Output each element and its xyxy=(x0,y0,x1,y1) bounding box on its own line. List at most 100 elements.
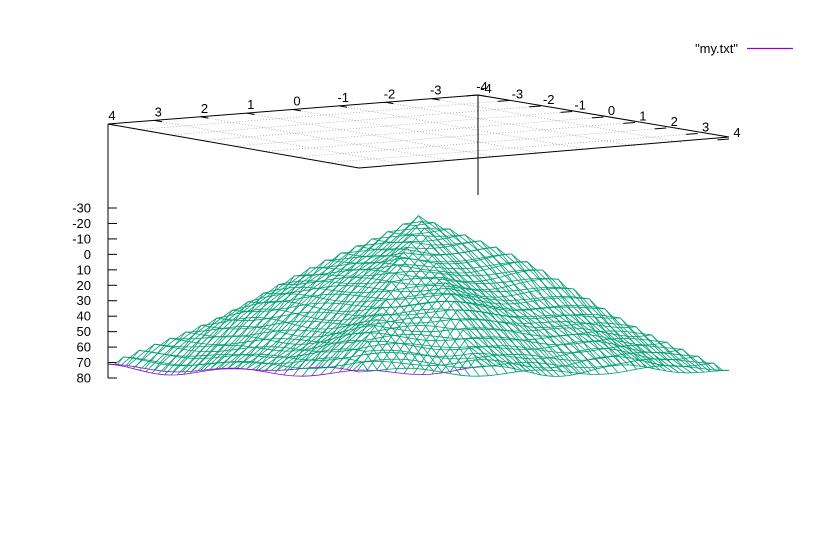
y-tick-label: 4 xyxy=(733,125,740,140)
y-tick-mark xyxy=(529,105,541,108)
mesh-line-y xyxy=(245,228,617,370)
y-tick: -2 xyxy=(529,92,555,108)
x-tick-label: 1 xyxy=(247,97,254,112)
mesh-line-y xyxy=(170,285,542,376)
base-plane-frame xyxy=(107,94,730,169)
grid-line-y xyxy=(233,116,604,147)
x-tick-mark xyxy=(431,98,440,101)
y-tick-mark xyxy=(623,122,635,124)
mesh-line-y xyxy=(321,318,692,374)
z-tick-label: 20 xyxy=(77,278,91,293)
grid-line-y xyxy=(139,100,510,130)
x-tick: -1 xyxy=(337,90,349,108)
y-tick-mark xyxy=(560,111,573,113)
x-tick-mark xyxy=(107,123,116,126)
legend: "my.txt" xyxy=(695,41,793,56)
base-plane-outline xyxy=(107,94,730,169)
mesh-line-y xyxy=(296,285,667,372)
y-tick-mark xyxy=(717,138,730,141)
y-tick: -4 xyxy=(466,81,492,97)
x-tick: -3 xyxy=(430,83,442,101)
base-grid xyxy=(139,98,698,165)
y-tick: -3 xyxy=(497,87,524,102)
x-tick-label: 0 xyxy=(293,94,300,109)
x-tick: 2 xyxy=(200,101,209,119)
grid-line-y xyxy=(202,111,573,141)
mesh-line-y xyxy=(132,333,504,369)
x-tick-mark xyxy=(154,119,163,123)
z-tick-label: 80 xyxy=(77,371,91,386)
x-tick: -2 xyxy=(384,86,395,105)
y-tick-label: -3 xyxy=(512,87,524,102)
y-tick: -1 xyxy=(560,98,586,113)
mesh-line-y xyxy=(214,234,585,373)
x-tick-mark xyxy=(339,105,348,108)
y-tick: 1 xyxy=(623,109,646,124)
y-tick-mark xyxy=(654,127,667,130)
x-tick: 1 xyxy=(246,97,255,115)
grid-line-y xyxy=(264,122,635,152)
y-tick-label: 2 xyxy=(671,114,678,129)
x-tick-label: -3 xyxy=(430,83,442,98)
z-tick: 80 xyxy=(77,371,117,386)
y-tick-label: -4 xyxy=(480,81,492,96)
mesh-line-y xyxy=(333,332,705,373)
z-tick-label: 50 xyxy=(77,324,91,339)
y-tick: 3 xyxy=(686,120,709,135)
x-axis-ticks: -4 -3 -2 -1 0 1 2 3 4 xyxy=(107,79,488,126)
grid-line-x xyxy=(246,112,498,158)
x-tick-mark xyxy=(246,112,255,115)
grid-line-y xyxy=(170,105,541,136)
mesh-line-y xyxy=(277,261,648,371)
mesh-line-x xyxy=(107,363,360,376)
y-tick-label: 1 xyxy=(639,109,646,124)
mesh-line-y xyxy=(176,276,548,377)
x-tick: 0 xyxy=(292,94,301,112)
mesh-line-y xyxy=(183,269,554,377)
x-tick: 3 xyxy=(154,104,163,123)
z-tick-label: 60 xyxy=(77,340,91,355)
mesh-line-y xyxy=(258,240,629,371)
y-tick-label: -2 xyxy=(543,92,555,107)
z-tick: 40 xyxy=(77,309,117,324)
z-tick-label: 0 xyxy=(84,247,91,262)
mesh-line-y xyxy=(201,248,573,376)
mesh-line-y xyxy=(308,300,680,373)
mesh-line-y xyxy=(314,309,686,374)
mesh-line-y xyxy=(189,262,560,377)
mesh-line-y xyxy=(264,246,636,371)
z-tick-label: -30 xyxy=(72,201,91,216)
y-tick-mark xyxy=(466,94,479,97)
z-tick: -10 xyxy=(72,231,117,246)
mesh-line-y xyxy=(302,292,673,373)
x-tick-mark xyxy=(292,109,301,112)
mesh-line-y xyxy=(164,293,535,376)
grid-line-y xyxy=(327,133,698,163)
z-tick-label: -20 xyxy=(72,216,91,231)
x-tick-label: 2 xyxy=(201,101,208,116)
mesh-line-y xyxy=(339,340,711,372)
mesh-line-y xyxy=(114,356,485,370)
x-tick-mark xyxy=(200,116,209,119)
z-tick: -20 xyxy=(72,216,117,231)
y-tick-label: 0 xyxy=(608,103,615,118)
legend-label: "my.txt" xyxy=(695,41,738,56)
x-tick-label: 3 xyxy=(155,104,162,119)
mesh-line-y xyxy=(352,358,723,371)
z-tick: 50 xyxy=(77,324,117,339)
y-tick-mark xyxy=(591,116,604,119)
mesh-line-y xyxy=(327,325,698,373)
y-tick: 0 xyxy=(591,103,615,119)
z-tick: 10 xyxy=(77,262,117,277)
grid-line-x xyxy=(200,116,452,162)
z-tick: 30 xyxy=(77,293,117,308)
grid-line-x xyxy=(292,109,545,154)
z-tick: -30 xyxy=(72,201,117,216)
z-tick-label: 70 xyxy=(77,355,91,370)
x-tick-label: 4 xyxy=(108,108,115,123)
y-tick-label: 3 xyxy=(702,120,709,135)
y-tick-mark xyxy=(686,133,698,135)
y-tick: 2 xyxy=(654,114,678,130)
mesh-line-y xyxy=(283,269,654,371)
